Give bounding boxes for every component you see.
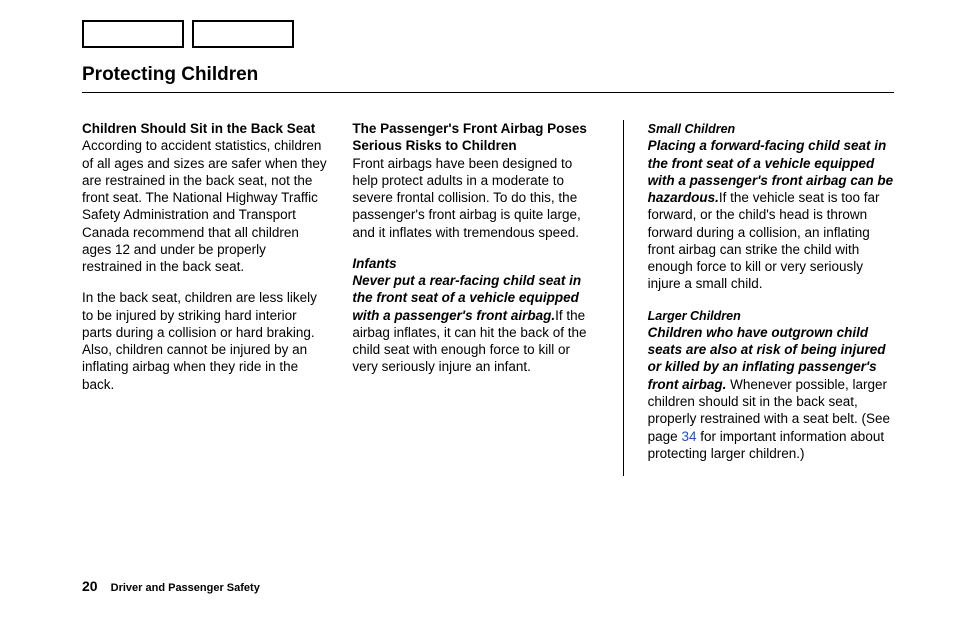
col2-sub1: Infants [352, 256, 396, 271]
col3-sub2: Larger Children [648, 309, 741, 323]
col2-p1: Front airbags have been designed to help… [352, 156, 580, 240]
top-button-row [82, 20, 294, 48]
page-title: Protecting Children [82, 64, 894, 93]
col2-block1: The Passenger's Front Airbag Poses Serio… [352, 120, 598, 241]
column-2: The Passenger's Front Airbag Poses Serio… [352, 120, 598, 476]
page-ref-link[interactable]: 34 [681, 429, 696, 444]
col3-block1: Small Children Placing a forward-facing … [648, 120, 894, 293]
page-footer: 20 Driver and Passenger Safety [82, 578, 260, 594]
column-1: Children Should Sit in the Back Seat Acc… [82, 120, 328, 476]
col1-p2: In the back seat, children are less like… [82, 289, 328, 393]
manual-page: Protecting Children Children Should Sit … [0, 0, 954, 618]
nav-box-2[interactable] [192, 20, 294, 48]
section-name: Driver and Passenger Safety [111, 582, 260, 594]
col3-block2: Larger Children Children who have outgro… [648, 307, 894, 462]
col2-warn1: Never put a rear-facing child seat in th… [352, 273, 581, 323]
col2-block2: Infants Never put a rear-facing child se… [352, 255, 598, 376]
col1-heading: Children Should Sit in the Back Seat [82, 121, 315, 136]
column-3: Small Children Placing a forward-facing … [648, 120, 894, 476]
column-divider [623, 120, 624, 476]
col3-sub1: Small Children [648, 122, 736, 136]
col3-p1: If the vehicle seat is too far forward, … [648, 190, 880, 291]
page-number: 20 [82, 578, 98, 594]
col1-p1: According to accident statistics, childr… [82, 138, 327, 274]
col2-heading: The Passenger's Front Airbag Poses Serio… [352, 121, 587, 153]
content-columns: Children Should Sit in the Back Seat Acc… [82, 120, 894, 476]
col1-block1: Children Should Sit in the Back Seat Acc… [82, 120, 328, 275]
nav-box-1[interactable] [82, 20, 184, 48]
